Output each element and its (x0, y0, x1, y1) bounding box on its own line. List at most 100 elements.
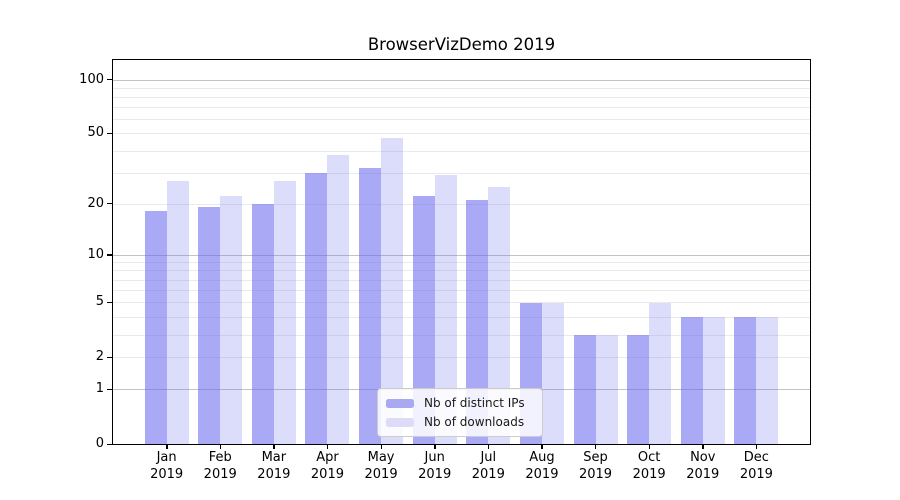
legend-label-distinct-ips: Nb of distinct IPs (424, 396, 525, 410)
x-tick-year: 2019 (150, 466, 184, 482)
gridline-minor (113, 302, 810, 304)
x-tick-month: Dec (743, 450, 769, 465)
x-tick-year: 2019 (578, 466, 613, 482)
gridline-minor (113, 316, 810, 318)
y-tick-label: 5 (95, 294, 104, 310)
gridline-minor (113, 334, 810, 336)
x-tick-month: Feb (208, 450, 232, 465)
x-tick-label: Feb 2019 (188, 450, 252, 483)
bar-distinct-ips-jul (466, 199, 489, 444)
gridline-minor (113, 357, 810, 359)
bar-downloads-aug (541, 302, 564, 444)
x-tick-label: May 2019 (349, 450, 413, 483)
gridline-minor (113, 133, 810, 135)
plot-area (112, 59, 811, 445)
x-tick-year: 2019 (739, 466, 773, 482)
gridline-major (113, 254, 810, 256)
gridline-minor (113, 290, 810, 292)
x-tick-month: Nov (690, 450, 716, 465)
gridline-minor (113, 270, 810, 272)
x-tick-label: Sep 2019 (564, 450, 628, 483)
legend-label-downloads: Nb of downloads (424, 415, 525, 429)
chart-title: BrowserVizDemo 2019 (367, 35, 556, 54)
x-tick-mark (755, 444, 758, 449)
y-tick-label: 50 (87, 125, 104, 141)
gridline-minor (113, 107, 810, 109)
gridline-minor (113, 262, 810, 264)
x-tick-mark (648, 444, 651, 449)
y-tick-label: 100 (79, 71, 104, 87)
x-tick-year: 2019 (418, 466, 452, 482)
x-tick-year: 2019 (471, 466, 505, 482)
x-tick-mark (541, 444, 543, 449)
bar-downloads-nov (702, 316, 725, 444)
x-tick-year: 2019 (525, 466, 559, 482)
bar-distinct-ips-jun (412, 196, 435, 444)
gridline-minor (113, 119, 810, 121)
x-tick-month: Jun (424, 450, 445, 465)
bar-downloads-feb (220, 196, 243, 444)
y-tick-label: 2 (95, 349, 104, 365)
bar-downloads-jun (434, 175, 457, 444)
x-tick-label: Oct 2019 (617, 450, 681, 483)
x-tick-month: Jan (156, 450, 177, 465)
bar-downloads-dec (756, 316, 779, 444)
x-tick-label: Nov 2019 (671, 450, 735, 483)
bar-distinct-ips-may (359, 167, 382, 444)
x-tick-month: Sep (583, 450, 608, 465)
bar-distinct-ips-mar (251, 203, 274, 444)
gridline-minor (113, 96, 810, 98)
bar-distinct-ips-oct (627, 334, 650, 444)
bar-distinct-ips-nov (680, 316, 703, 444)
x-tick-label: Jun 2019 (403, 450, 467, 483)
x-tick-month: Jul (480, 450, 497, 465)
x-tick-mark (273, 444, 275, 449)
bar-distinct-ips-sep (573, 334, 596, 444)
x-tick-mark (380, 444, 382, 449)
bar-downloads-jan (166, 180, 189, 444)
x-tick-mark (166, 444, 168, 449)
gridline-minor (113, 172, 810, 174)
bar-downloads-jul (488, 186, 511, 444)
x-tick-mark (219, 444, 222, 449)
bar-distinct-ips-feb (198, 207, 221, 444)
x-tick-mark (702, 444, 704, 449)
legend: Nb of distinct IPs Nb of downloads (377, 388, 543, 437)
legend-swatch-downloads (386, 417, 414, 427)
x-tick-label: Jan 2019 (135, 450, 199, 483)
bar-distinct-ips-apr (305, 172, 328, 444)
bar-downloads-sep (595, 334, 618, 444)
x-tick-label: Aug 2019 (510, 450, 574, 483)
legend-entry-distinct-ips: Nb of distinct IPs (386, 396, 534, 410)
bar-downloads-mar (273, 180, 296, 444)
x-tick-month: Aug (529, 450, 555, 465)
gridline-minor (113, 87, 810, 89)
x-tick-year: 2019 (310, 466, 344, 482)
x-tick-label: Jul 2019 (456, 450, 520, 483)
y-tick-label: 20 (87, 195, 104, 211)
x-tick-year: 2019 (364, 466, 398, 482)
gridline-minor (113, 150, 810, 152)
x-tick-label: Apr 2019 (295, 450, 359, 483)
x-tick-label: Mar 2019 (242, 450, 306, 483)
bar-distinct-ips-dec (734, 316, 757, 444)
bar-downloads-may (381, 138, 404, 444)
x-tick-month: Mar (261, 450, 287, 465)
x-tick-month: Oct (637, 450, 661, 465)
x-tick-mark (595, 444, 597, 449)
bar-downloads-apr (327, 154, 350, 444)
gridline-minor (113, 203, 810, 205)
bar-downloads-oct (649, 302, 672, 444)
x-tick-year: 2019 (257, 466, 291, 482)
x-tick-year: 2019 (686, 466, 720, 482)
x-tick-mark (434, 444, 436, 449)
legend-entry-downloads: Nb of downloads (386, 415, 534, 429)
x-tick-mark (326, 444, 329, 449)
x-tick-year: 2019 (632, 466, 666, 482)
x-tick-month: Apr (316, 450, 339, 465)
y-tick-label: 0 (95, 436, 104, 451)
x-tick-mark (487, 444, 490, 449)
y-tick-label: 10 (87, 246, 104, 262)
legend-swatch-distinct-ips (386, 398, 414, 408)
